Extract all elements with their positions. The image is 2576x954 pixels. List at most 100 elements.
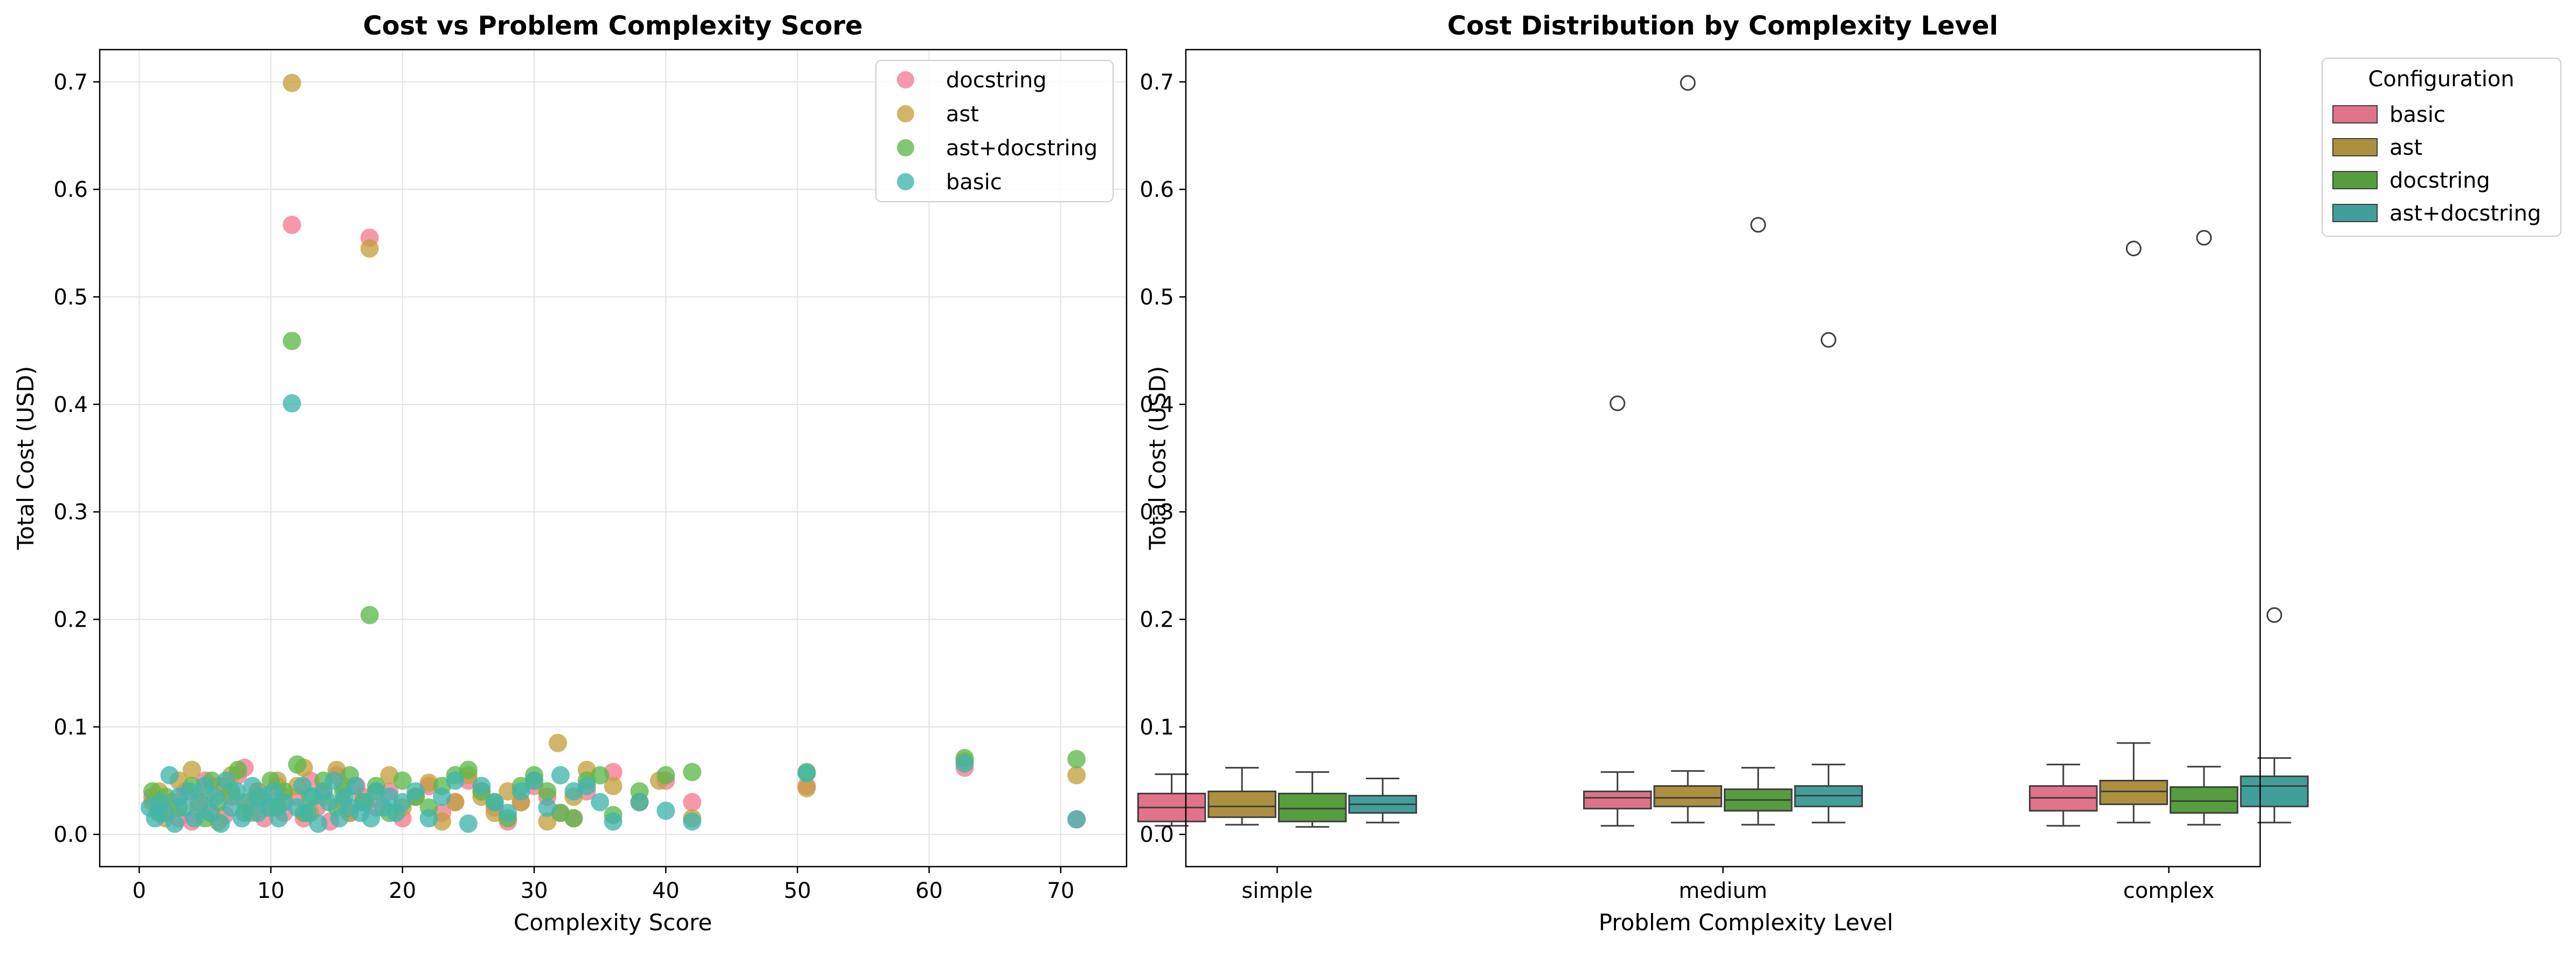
scatter-x-axis: 0 10 20 30 40 50 60 70 [133, 867, 1074, 903]
scatter-series-basic [140, 394, 1086, 833]
scatter-point-basic [406, 782, 425, 801]
scatter-y-axis: 0.0 0.1 0.2 0.3 0.4 0.5 0.6 0.7 [53, 70, 100, 847]
box-iqr-ast [1207, 790, 1276, 818]
scatter-title: Cost vs Problem Complexity Score [363, 11, 862, 41]
box-iqr-basic [1583, 790, 1652, 809]
box-iqr-ast-docstring [2240, 775, 2309, 807]
scatter-point-ast-docstring [282, 332, 301, 351]
scatter-panel: 0 10 20 30 40 50 60 70 0.0 0.1 0.2 0.3 0.4 0.5 0.6 0.7… [12, 11, 1128, 936]
scatter-point-basic [393, 793, 412, 812]
boxplot-category-label: complex [2123, 878, 2215, 903]
legend-label-docstring: docstring [2389, 168, 2490, 193]
boxplot-plot-area [1186, 50, 2260, 867]
box-outlier [2196, 230, 2212, 246]
boxplot-y-tick-label: 0.2 [1139, 608, 1174, 633]
scatter-point-basic [185, 809, 204, 828]
scatter-point-basic [459, 814, 478, 833]
scatter-frame [99, 49, 1128, 868]
scatter-point-basic [324, 771, 343, 790]
scatter-x-tick-label: 40 [652, 878, 680, 903]
scatter-point-basic [160, 766, 179, 785]
scatter-point-basic [577, 777, 596, 795]
box-outlier [1680, 75, 1696, 91]
scatter-x-tick-label: 0 [133, 878, 146, 903]
legend-label-ast: ast [2389, 135, 2422, 160]
legend-label-basic: basic [946, 170, 1002, 195]
scatter-x-tick-label: 60 [915, 878, 943, 903]
legend-swatch-basic [2332, 105, 2378, 123]
scatter-y-tick-label: 0.1 [53, 715, 88, 740]
scatter-point-basic [604, 812, 623, 831]
legend-marker-ast [897, 105, 914, 122]
scatter-point-basic [657, 801, 675, 820]
legend-swatch-ast-docstring [2332, 204, 2378, 222]
scatter-point-basic [524, 771, 543, 790]
scatter-point-basic [165, 814, 184, 833]
boxplot-y-tick-label: 0.5 [1139, 285, 1174, 310]
scatter-point-basic [282, 394, 301, 413]
scatter-point-docstring [282, 215, 301, 234]
scatter-y-tick-label: 0.5 [53, 285, 88, 310]
box-outlier [1820, 332, 1836, 348]
scatter-point-ast-docstring [564, 809, 583, 828]
scatter-point-basic [419, 809, 438, 828]
scatter-point-ast-docstring [229, 760, 247, 779]
scatter-point-basic [319, 793, 338, 812]
boxplot-legend-title: Configuration [2368, 67, 2514, 92]
box-iqr-docstring [1277, 792, 1347, 822]
scatter-point-ast [1067, 766, 1086, 785]
scatter-x-tick-label: 30 [521, 878, 548, 903]
scatter-point-ast [282, 73, 301, 92]
boxplot-category-label: simple [1241, 878, 1313, 903]
boxplot-y-axis: 0.0 0.1 0.2 0.3 0.4 0.5 0.6 0.7 [1139, 70, 1186, 847]
box-series-basic [1137, 395, 2098, 827]
scatter-point-basic [630, 793, 649, 812]
scatter-y-label: Total Cost (USD) [12, 366, 39, 551]
scatter-point-ast [548, 733, 567, 752]
boxplot-panel: simple medium complex 0.00.10.20.30.40.50.… [1137, 11, 2561, 936]
boxplot-legend: Configuration basic ast docstring ast+do… [2322, 58, 2561, 237]
scatter-point-docstring [683, 793, 702, 812]
box-series-ast [1207, 75, 2168, 826]
scatter-point-ast [182, 760, 201, 779]
scatter-point-ast-docstring [538, 782, 557, 801]
legend-swatch-docstring [2332, 171, 2378, 189]
box-outlier [2125, 241, 2142, 257]
legend-swatch-ast [2332, 138, 2378, 156]
legend-label-ast: ast [946, 102, 979, 127]
boxplot-legend-box [2322, 58, 2561, 237]
scatter-point-basic [232, 809, 251, 828]
boxplot-y-tick-label: 0.7 [1139, 70, 1174, 95]
scatter-point-ast-docstring [657, 766, 675, 785]
boxplot-y-tick-label: 0.6 [1139, 177, 1174, 202]
scatter-legend: docstring ast ast+docstring basic [875, 60, 1114, 202]
box-series-docstring [1277, 217, 2239, 828]
box-series-ast-docstring [1348, 332, 2309, 823]
scatter-point-basic [472, 777, 491, 795]
box-iqr-docstring [2170, 786, 2239, 814]
boxplot-y-tick-label: 0.3 [1139, 500, 1174, 525]
scatter-point-ast [360, 239, 379, 258]
scatter-y-tick-label: 0.2 [53, 608, 88, 633]
scatter-point-ast-docstring [1067, 750, 1086, 768]
box-iqr-ast [2099, 780, 2168, 805]
scatter-y-tick-label: 0.0 [53, 822, 88, 847]
scatter-x-label: Complexity Score [514, 909, 712, 936]
scatter-point-basic [346, 777, 364, 795]
scatter-point-basic [538, 798, 557, 817]
scatter-point-ast-docstring [360, 606, 379, 624]
legend-marker-docstring [897, 71, 914, 88]
scatter-point-basic [591, 793, 610, 812]
scatter-point-basic [683, 812, 702, 831]
box-iqr-ast [1653, 785, 1722, 807]
scatter-point-basic [446, 771, 465, 790]
scatter-y-tick-label: 0.7 [53, 70, 88, 95]
scatter-point-basic [270, 809, 288, 828]
box-outlier [1610, 395, 1626, 411]
boxplot-x-axis: simple medium complex [1241, 867, 2214, 903]
legend-label-ast-docstring: ast+docstring [2389, 201, 2541, 226]
scatter-point-ast-docstring [393, 771, 412, 790]
legend-marker-basic [897, 173, 914, 190]
boxplot-category-label: medium [1679, 878, 1767, 903]
